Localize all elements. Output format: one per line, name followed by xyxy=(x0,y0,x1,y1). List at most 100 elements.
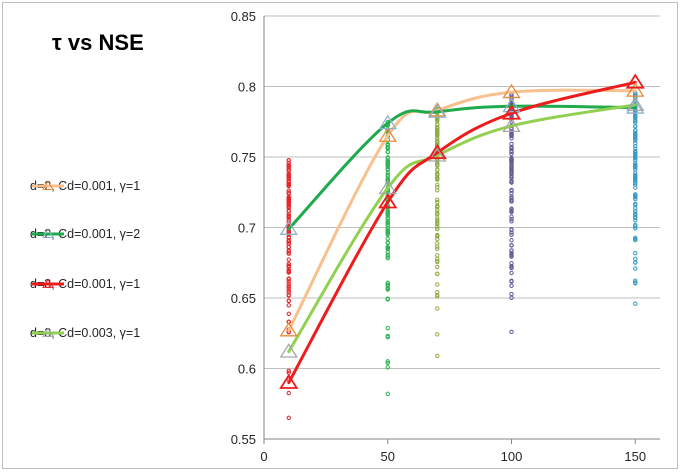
sample-dot xyxy=(633,224,638,229)
sample-dot xyxy=(385,333,390,339)
x-tick-label: 150 xyxy=(624,449,646,464)
sample-dot xyxy=(286,257,291,262)
sample-dot xyxy=(633,180,638,185)
sample-dot xyxy=(435,129,440,135)
sample-dot xyxy=(286,267,291,272)
sample-dot xyxy=(633,260,638,265)
sample-dot xyxy=(435,167,440,172)
sample-dot xyxy=(509,178,514,184)
sample-dot xyxy=(633,215,638,220)
sample-dot xyxy=(286,176,291,181)
sample-dot xyxy=(509,270,514,276)
sample-dot xyxy=(633,266,638,271)
sample-dot xyxy=(385,222,390,228)
sample-dot xyxy=(385,365,390,370)
sample-dot xyxy=(633,146,638,151)
sample-dot xyxy=(633,162,638,168)
sample-dots xyxy=(286,90,638,421)
sample-dot xyxy=(633,115,638,120)
sample-dot xyxy=(385,160,390,165)
sample-dot xyxy=(435,253,440,258)
sample-dot xyxy=(385,360,390,366)
sample-dot xyxy=(286,251,291,256)
series-marker-3 xyxy=(427,143,447,160)
sample-dot xyxy=(286,269,291,274)
sample-dot xyxy=(633,140,638,146)
y-tick-label: 0.55 xyxy=(231,432,256,447)
chart-title: τ vs NSE xyxy=(52,30,144,55)
sample-dot xyxy=(633,278,638,283)
sample-dot xyxy=(385,173,390,178)
legend-swatch-3 xyxy=(32,278,64,288)
legend-item-1: d=2, Cd=0.001, γ=1 xyxy=(30,176,140,196)
sample-dot xyxy=(509,187,514,193)
sample-dot xyxy=(509,227,514,233)
sample-dot xyxy=(633,155,638,161)
series-lines xyxy=(287,80,637,385)
sample-dot xyxy=(509,199,514,204)
sample-dot xyxy=(509,261,514,266)
series-marker-4 xyxy=(428,147,447,162)
sample-dot xyxy=(633,202,638,208)
legend-marker xyxy=(42,228,54,238)
x-tick-label: 0 xyxy=(260,449,267,464)
legend-marker xyxy=(42,180,54,190)
series-marker-3 xyxy=(501,104,522,120)
sample-dot xyxy=(509,197,514,202)
sample-dot xyxy=(286,188,291,193)
sample-dot xyxy=(435,139,440,144)
y-tick-label: 0.6 xyxy=(238,362,256,377)
sample-dot xyxy=(435,224,440,229)
series-marker-4 xyxy=(502,117,521,133)
sample-dot xyxy=(435,125,440,130)
sample-dot xyxy=(385,145,390,150)
sample-dot xyxy=(509,232,514,238)
sample-dot xyxy=(633,158,638,163)
sample-dot xyxy=(633,136,638,141)
series-line-1 xyxy=(287,88,637,332)
sample-dot xyxy=(633,281,638,286)
sample-dot xyxy=(286,214,291,220)
sample-dot xyxy=(509,165,514,170)
sample-dot xyxy=(286,288,291,293)
sample-dot xyxy=(286,298,291,303)
sample-dot xyxy=(385,359,390,364)
sample-dot xyxy=(286,209,291,214)
sample-dot xyxy=(385,285,390,290)
sample-dot xyxy=(633,208,638,214)
sample-dot xyxy=(385,280,390,286)
sample-dot xyxy=(385,230,390,235)
legend-swatch-2 xyxy=(32,228,64,238)
sample-dot xyxy=(509,252,514,257)
sample-dot xyxy=(385,325,390,331)
y-tick-label: 0.65 xyxy=(231,291,256,306)
sample-dot xyxy=(435,234,440,239)
sample-dot xyxy=(435,332,440,337)
sample-dot xyxy=(509,217,514,222)
sample-dot xyxy=(633,130,638,136)
sample-dot xyxy=(633,120,638,125)
series-marker-4 xyxy=(626,96,645,111)
sample-dot xyxy=(435,264,440,270)
sample-dot xyxy=(385,171,390,176)
sample-dot xyxy=(509,283,514,289)
sample-dot xyxy=(509,279,514,284)
legend-label-1: d=2, Cd=0.001, γ=1 xyxy=(30,179,141,193)
legend-item-4: d=3, Cd=0.003, γ=1 xyxy=(30,323,140,343)
sample-dot xyxy=(435,218,440,223)
sample-dot xyxy=(385,391,390,397)
y-tick-label: 0.75 xyxy=(231,150,256,165)
y-tick-label: 0.8 xyxy=(238,80,256,95)
sample-dot xyxy=(286,196,291,202)
sample-dot xyxy=(385,254,390,259)
legend-swatch-1 xyxy=(32,180,64,190)
sample-dot xyxy=(286,311,291,316)
sample-dot xyxy=(385,236,390,241)
y-tick-label: 0.7 xyxy=(238,221,256,236)
series-markers xyxy=(279,73,645,389)
sample-dot xyxy=(509,148,514,153)
series-marker-1 xyxy=(428,102,447,117)
sample-dot xyxy=(509,171,514,176)
